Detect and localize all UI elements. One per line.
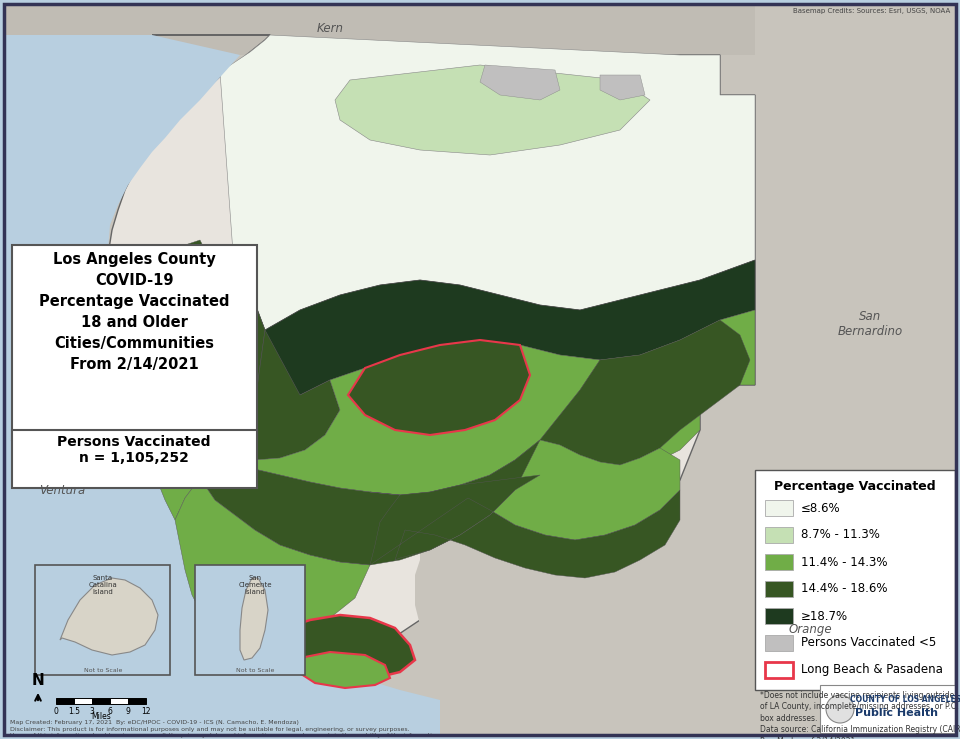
Bar — [92, 698, 110, 704]
Polygon shape — [335, 65, 650, 155]
Bar — [195, 565, 305, 675]
Bar — [765, 635, 793, 651]
Polygon shape — [230, 330, 340, 460]
Bar — [765, 527, 793, 543]
Polygon shape — [348, 340, 530, 435]
Text: 0: 0 — [54, 707, 59, 716]
Text: 9: 9 — [126, 707, 131, 716]
Text: Basemap Credits: Sources: Esri, USGS, NOAA: Basemap Credits: Sources: Esri, USGS, NO… — [793, 8, 950, 14]
Text: ≥18.7%: ≥18.7% — [801, 610, 848, 622]
Polygon shape — [700, 5, 955, 734]
Polygon shape — [5, 5, 955, 55]
Text: Santa
Catalina
Island: Santa Catalina Island — [88, 575, 117, 595]
Text: Map Created: February 17, 2021  By: eDC/HPOC - COVID-19 - ICS (N. Camacho, E. Me: Map Created: February 17, 2021 By: eDC/H… — [10, 720, 442, 738]
Polygon shape — [60, 578, 158, 655]
Bar — [128, 698, 146, 704]
Text: 12: 12 — [141, 707, 151, 716]
Text: Los Angeles County
COVID-19
Percentage Vaccinated
18 and Older
Cities/Communitie: Los Angeles County COVID-19 Percentage V… — [38, 252, 229, 372]
Bar — [820, 685, 955, 733]
Bar — [35, 565, 170, 675]
Text: *Does not include vaccine recipients living outside
of LA County, incomplete/mis: *Does not include vaccine recipients liv… — [760, 691, 960, 739]
Bar — [12, 430, 257, 488]
Bar — [765, 500, 793, 516]
Text: Public Health: Public Health — [855, 708, 938, 718]
Polygon shape — [468, 440, 680, 540]
Polygon shape — [480, 65, 560, 100]
Polygon shape — [240, 260, 755, 425]
Polygon shape — [268, 615, 415, 680]
Bar — [765, 608, 793, 624]
Text: Long Beach & Pasadena: Long Beach & Pasadena — [801, 664, 943, 676]
Text: San
Bernardino: San Bernardino — [837, 310, 902, 338]
Text: COUNTY OF LOS ANGELES: COUNTY OF LOS ANGELES — [850, 695, 960, 704]
Bar — [765, 554, 793, 570]
Bar — [74, 698, 92, 704]
Polygon shape — [108, 35, 755, 660]
Polygon shape — [175, 478, 370, 648]
Bar — [12, 245, 257, 440]
Polygon shape — [415, 490, 755, 734]
Bar — [56, 698, 74, 704]
Polygon shape — [108, 240, 210, 305]
Text: 3: 3 — [89, 707, 94, 716]
Text: 1.5: 1.5 — [68, 707, 80, 716]
Text: Persons Vaccinated <5: Persons Vaccinated <5 — [801, 636, 936, 650]
Bar — [110, 698, 128, 704]
Polygon shape — [240, 578, 268, 660]
Polygon shape — [138, 290, 265, 455]
Bar — [755, 470, 955, 690]
Text: 8.7% - 11.3%: 8.7% - 11.3% — [801, 528, 880, 542]
Text: N: N — [32, 673, 44, 688]
Text: Ventura: Ventura — [38, 483, 85, 497]
Polygon shape — [138, 290, 265, 400]
Text: Miles: Miles — [91, 712, 110, 721]
Text: San
Clemente
Island: San Clemente Island — [238, 575, 272, 595]
Text: Not to Scale: Not to Scale — [84, 668, 122, 673]
Polygon shape — [540, 320, 750, 465]
Text: ≤8.6%: ≤8.6% — [801, 502, 841, 514]
Text: Kern: Kern — [317, 21, 344, 35]
Polygon shape — [295, 652, 390, 688]
Text: 14.4% - 18.6%: 14.4% - 18.6% — [801, 582, 887, 596]
Polygon shape — [5, 35, 440, 734]
Polygon shape — [140, 345, 600, 520]
Polygon shape — [490, 310, 755, 475]
Circle shape — [826, 695, 854, 723]
Polygon shape — [370, 475, 680, 578]
Text: 6: 6 — [108, 707, 112, 716]
Text: Not to Scale: Not to Scale — [236, 668, 275, 673]
Polygon shape — [200, 440, 540, 565]
Bar — [765, 581, 793, 597]
Text: Percentage Vaccinated: Percentage Vaccinated — [774, 480, 936, 493]
Polygon shape — [600, 75, 645, 100]
Text: Persons Vaccinated
n = 1,105,252: Persons Vaccinated n = 1,105,252 — [58, 435, 211, 465]
Text: 11.4% - 14.3%: 11.4% - 14.3% — [801, 556, 887, 568]
Bar — [765, 662, 793, 678]
Text: Orange: Orange — [788, 624, 831, 636]
Polygon shape — [220, 35, 755, 350]
